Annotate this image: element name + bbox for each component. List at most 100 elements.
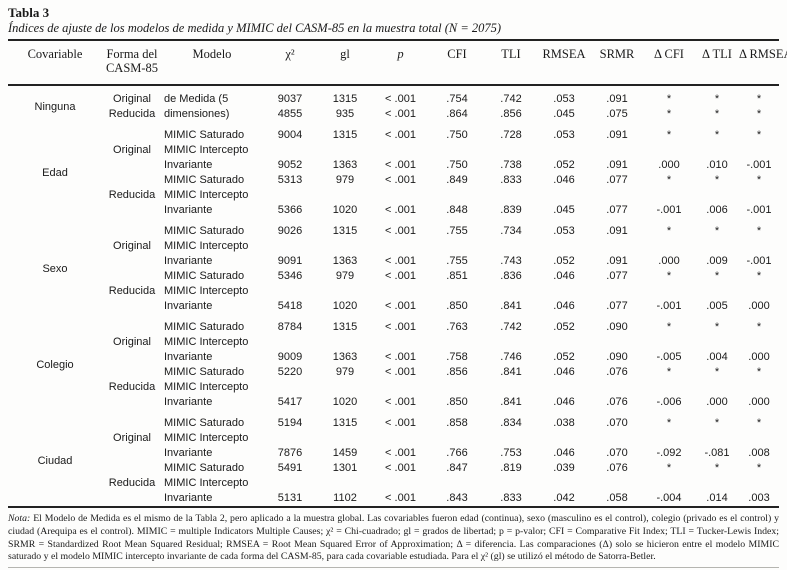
delta-tli-cell: * bbox=[714, 321, 720, 333]
srmr-cell bbox=[591, 380, 643, 395]
note-text: El Modelo de Medida es el mismo de la Ta… bbox=[8, 513, 779, 563]
modelo-cell: Invariante bbox=[164, 204, 213, 216]
table-row: MIMIC Intercepto bbox=[8, 188, 779, 203]
modelo-cell: MIMIC Saturado bbox=[164, 225, 245, 237]
covariable-group-sexo: Sexo Original MIMIC Saturado 9026 1315 < .001… bbox=[8, 218, 779, 314]
table-row: MIMIC Intercepto bbox=[8, 335, 779, 350]
col-header-delta-cfi: Δ CFI bbox=[643, 40, 695, 86]
delta-rmsea-cell: * bbox=[756, 462, 762, 474]
cfi-cell bbox=[429, 239, 485, 254]
p-cell: < .001 bbox=[385, 462, 416, 474]
modelo-cell: MIMIC Intercepto bbox=[164, 285, 249, 297]
chi2-cell: 5313 bbox=[277, 174, 303, 186]
delta-rmsea-cell: * bbox=[756, 174, 762, 186]
srmr-cell: .090 bbox=[606, 351, 628, 363]
delta-rmsea-cell bbox=[739, 335, 779, 350]
gl-cell: 1020 bbox=[332, 396, 358, 408]
p-cell bbox=[372, 431, 429, 446]
rmsea-cell: .039 bbox=[553, 462, 575, 474]
table-row: Colegio Original MIMIC Saturado 8784 1315 < .… bbox=[8, 314, 779, 371]
p-cell: < .001 bbox=[385, 321, 416, 333]
delta-rmsea-cell: * bbox=[756, 93, 762, 105]
tli-cell: .839 bbox=[500, 204, 522, 216]
p-cell bbox=[372, 188, 429, 203]
p-cell: < .001 bbox=[385, 270, 416, 282]
p-cell: < .001 bbox=[385, 129, 416, 141]
srmr-cell: .058 bbox=[606, 492, 628, 504]
tli-cell: .742 bbox=[500, 93, 522, 105]
table-row: Invariante 9052 1363 < .001 .750 .738 .052 .091… bbox=[8, 158, 779, 173]
tli-cell bbox=[485, 284, 537, 299]
table-row: Edad Original MIMIC Saturado 9004 1315 < .001… bbox=[8, 122, 779, 179]
gl-cell bbox=[318, 431, 372, 446]
chi2-cell bbox=[262, 284, 318, 299]
delta-rmsea-cell: * bbox=[756, 225, 762, 237]
cfi-cell: .758 bbox=[446, 351, 468, 363]
p-cell: < .001 bbox=[385, 417, 416, 429]
table-row: Invariante 5131 1102 < .001 .843 .833 .042 .058… bbox=[8, 491, 779, 507]
chi2-cell: 9037 bbox=[277, 93, 303, 105]
delta-tli-cell: .009 bbox=[706, 255, 728, 267]
delta-tli-cell: * bbox=[714, 129, 720, 141]
table-row: MIMIC Intercepto bbox=[8, 143, 779, 158]
gl-cell: 979 bbox=[335, 366, 355, 378]
forma-cell: Reducida bbox=[108, 381, 156, 393]
delta-rmsea-cell bbox=[739, 239, 779, 254]
gl-cell: 1020 bbox=[332, 204, 358, 216]
modelo-cell: Invariante bbox=[164, 300, 213, 312]
col-header-cfi: CFI bbox=[429, 40, 485, 86]
gl-cell: 1315 bbox=[332, 225, 358, 237]
srmr-cell bbox=[591, 335, 643, 350]
chi2-cell: 9091 bbox=[277, 255, 303, 267]
srmr-cell: .091 bbox=[606, 225, 628, 237]
p-cell bbox=[372, 239, 429, 254]
chi2-cell: 5418 bbox=[277, 300, 303, 312]
col-header-delta-rmsea: Δ RMSEA bbox=[739, 40, 787, 86]
modelo-cell: MIMIC Intercepto bbox=[164, 240, 249, 252]
table-caption: Índices de ajuste de los modelos de medi… bbox=[8, 21, 502, 35]
delta-cfi-cell: * bbox=[666, 225, 672, 237]
forma-cell: Original bbox=[113, 336, 151, 348]
forma-cell: Original bbox=[113, 144, 151, 156]
modelo-cell: Invariante bbox=[164, 396, 213, 408]
chi2-cell: 7876 bbox=[277, 447, 303, 459]
cfi-cell: .843 bbox=[446, 492, 468, 504]
tli-cell: .738 bbox=[500, 159, 522, 171]
gl-cell bbox=[318, 335, 372, 350]
delta-rmsea-cell bbox=[739, 431, 779, 446]
srmr-cell bbox=[591, 284, 643, 299]
table-row: Invariante 5418 1020 < .001 .850 .841 .046 .077… bbox=[8, 299, 779, 314]
delta-cfi-cell bbox=[643, 335, 695, 350]
col-header-chi2: χ² bbox=[262, 40, 318, 86]
rmsea-cell: .053 bbox=[553, 93, 575, 105]
delta-rmsea-cell: -.001 bbox=[746, 204, 772, 216]
delta-cfi-cell: * bbox=[666, 321, 672, 333]
p-cell: < .001 bbox=[385, 225, 416, 237]
cfi-cell: .755 bbox=[446, 225, 468, 237]
delta-cfi-cell: * bbox=[666, 270, 672, 282]
delta-tli-cell: * bbox=[714, 270, 720, 282]
chi2-cell: 9026 bbox=[277, 225, 303, 237]
chi2-cell: 4855 bbox=[277, 108, 303, 120]
rmsea-cell: .052 bbox=[553, 351, 575, 363]
chi2-cell bbox=[262, 143, 318, 158]
gl-cell: 1315 bbox=[332, 93, 358, 105]
srmr-cell: .091 bbox=[606, 93, 628, 105]
srmr-cell: .070 bbox=[606, 447, 628, 459]
delta-tli-cell: * bbox=[714, 174, 720, 186]
modelo-cell: MIMIC Intercepto bbox=[164, 381, 249, 393]
tli-cell bbox=[485, 476, 537, 491]
p-cell bbox=[372, 335, 429, 350]
modelo-cell: de Medida (5 bbox=[164, 93, 229, 105]
cfi-cell bbox=[429, 431, 485, 446]
tli-cell: .743 bbox=[500, 255, 522, 267]
delta-cfi-cell: * bbox=[666, 129, 672, 141]
tli-cell: .833 bbox=[500, 174, 522, 186]
rmsea-cell: .038 bbox=[553, 417, 575, 429]
table-row: Reducida dimensiones) 4855 935 < .001 .864 .85… bbox=[8, 107, 779, 122]
delta-tli-cell: .000 bbox=[706, 396, 728, 408]
modelo-cell: MIMIC Saturado bbox=[164, 417, 245, 429]
table-row: Reducida MIMIC Saturado 5491 1301 < .001 .847… bbox=[8, 461, 779, 489]
delta-tli-cell bbox=[695, 335, 739, 350]
